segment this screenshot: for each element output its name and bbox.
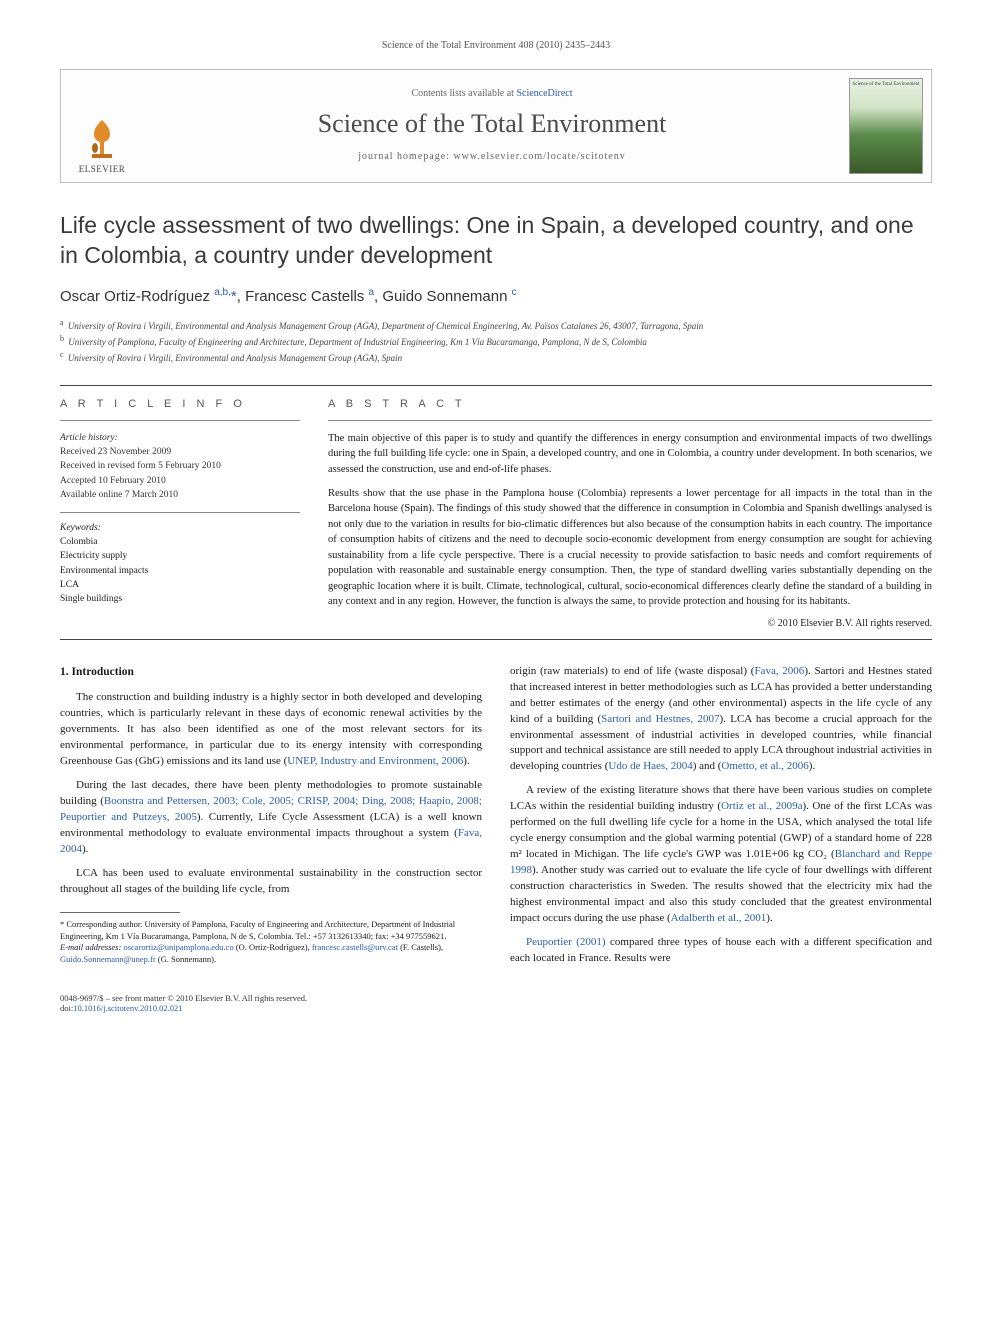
journal-name: Science of the Total Environment	[151, 109, 833, 139]
footnote-separator	[60, 912, 180, 913]
journal-masthead: ELSEVIER Contents lists available at Sci…	[60, 69, 932, 183]
top-divider	[60, 385, 932, 386]
article-history: Article history: Received 23 November 20…	[60, 431, 300, 502]
keywords-label: Keywords:	[60, 523, 300, 533]
bottom-matter: 0048-9697/$ – see front matter © 2010 El…	[60, 993, 932, 1013]
article-info-column: A R T I C L E I N F O Article history: R…	[60, 398, 300, 629]
info-abstract-row: A R T I C L E I N F O Article history: R…	[60, 398, 932, 629]
elsevier-tree-icon	[78, 114, 126, 162]
keywords-list: Colombia Electricity supply Environmenta…	[60, 535, 300, 606]
page: Science of the Total Environment 408 (20…	[0, 0, 992, 1063]
body-column-right: origin (raw materials) to end of life (w…	[510, 664, 932, 975]
affiliation-a: a University of Rovira i Virgili, Enviro…	[60, 317, 932, 333]
masthead-center: Contents lists available at ScienceDirec…	[143, 70, 841, 182]
body-para: A review of the existing literature show…	[510, 783, 932, 926]
abstract-text: The main objective of this paper is to s…	[328, 431, 932, 610]
contents-available-line: Contents lists available at ScienceDirec…	[151, 88, 833, 99]
publisher-name: ELSEVIER	[79, 164, 126, 174]
body-para: Peuportier (2001) compared three types o…	[510, 935, 932, 967]
cover-thumb-title: Science of the Total Environment	[850, 79, 921, 91]
mid-divider	[60, 639, 932, 640]
journal-homepage: journal homepage: www.elsevier.com/locat…	[151, 151, 833, 162]
abstract-hr	[328, 420, 932, 421]
body-para: LCA has been used to evaluate environmen…	[60, 866, 482, 898]
abstract-para-1: The main objective of this paper is to s…	[328, 431, 932, 478]
email-addresses: E-mail addresses: oscarortiz@unipamplona…	[60, 942, 482, 966]
journal-cover-thumb: Science of the Total Environment	[849, 78, 923, 174]
corresponding-author-note: * Corresponding author. University of Pa…	[60, 919, 482, 943]
body-column-left: 1. Introduction The construction and bui…	[60, 664, 482, 975]
author-list: Oscar Ortiz-Rodríguez a,b,*, Francesc Ca…	[60, 287, 932, 305]
emails-label: E-mail addresses:	[60, 942, 123, 952]
article-title: Life cycle assessment of two dwellings: …	[60, 211, 932, 271]
keyword: LCA	[60, 578, 300, 592]
homepage-label: journal homepage:	[358, 151, 453, 162]
doi-label: doi:	[60, 1003, 73, 1013]
body-para: During the last decades, there have been…	[60, 778, 482, 858]
keyword: Environmental impacts	[60, 564, 300, 578]
affiliations: a University of Rovira i Virgili, Enviro…	[60, 317, 932, 365]
keyword: Single buildings	[60, 592, 300, 606]
keyword: Colombia	[60, 535, 300, 549]
history-accepted: Accepted 10 February 2010	[60, 474, 300, 488]
history-online: Available online 7 March 2010	[60, 488, 300, 502]
doi-link[interactable]: 10.1016/j.scitotenv.2010.02.021	[73, 1003, 182, 1013]
elsevier-logo: ELSEVIER	[70, 100, 134, 174]
history-revised: Received in revised form 5 February 2010	[60, 459, 300, 473]
body-columns: 1. Introduction The construction and bui…	[60, 664, 932, 975]
article-info-label: A R T I C L E I N F O	[60, 398, 300, 410]
intro-heading: 1. Introduction	[60, 664, 482, 681]
body-para: origin (raw materials) to end of life (w…	[510, 664, 932, 776]
doi-line: doi:10.1016/j.scitotenv.2010.02.021	[60, 1003, 932, 1013]
affiliation-b: b University of Pamplona, Faculty of Eng…	[60, 333, 932, 349]
abstract-copyright: © 2010 Elsevier B.V. All rights reserved…	[328, 618, 932, 629]
history-label: Article history:	[60, 431, 300, 445]
sciencedirect-link[interactable]: ScienceDirect	[516, 88, 572, 99]
cover-cell: Science of the Total Environment	[841, 70, 931, 182]
contents-prefix: Contents lists available at	[411, 88, 516, 99]
footnotes: * Corresponding author. University of Pa…	[60, 919, 482, 967]
abstract-para-2: Results show that the use phase in the P…	[328, 486, 932, 610]
front-matter-line: 0048-9697/$ – see front matter © 2010 El…	[60, 993, 932, 1003]
homepage-url[interactable]: www.elsevier.com/locate/scitotenv	[453, 151, 625, 162]
abstract-label: A B S T R A C T	[328, 398, 932, 410]
history-received: Received 23 November 2009	[60, 445, 300, 459]
info-hr-2	[60, 512, 300, 513]
publisher-logo-cell: ELSEVIER	[61, 70, 143, 182]
body-para: The construction and building industry i…	[60, 690, 482, 770]
keyword: Electricity supply	[60, 549, 300, 563]
running-head: Science of the Total Environment 408 (20…	[60, 40, 932, 51]
info-hr-1	[60, 420, 300, 421]
abstract-column: A B S T R A C T The main objective of th…	[328, 398, 932, 629]
affiliation-c: c University of Rovira i Virgili, Enviro…	[60, 349, 932, 365]
